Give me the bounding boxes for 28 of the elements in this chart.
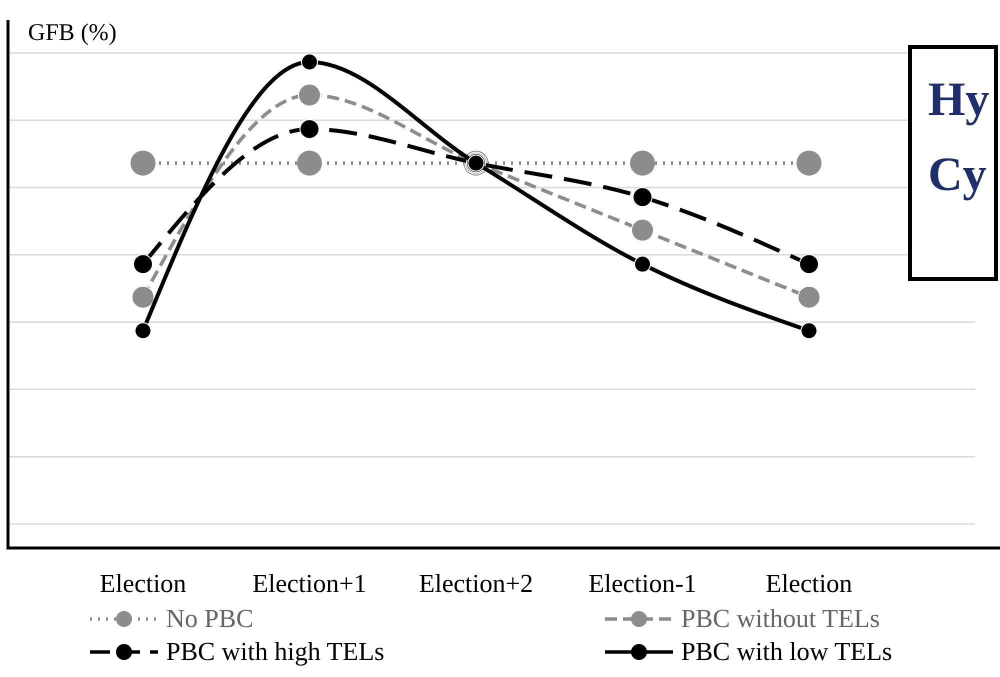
point	[800, 322, 818, 340]
point	[298, 84, 321, 107]
point	[632, 187, 652, 208]
annotation: Hy	[928, 73, 990, 126]
point	[630, 150, 655, 176]
point	[798, 286, 820, 309]
legend-label: PBC with high TELs	[166, 637, 384, 666]
legend-label: PBC without TELs	[681, 604, 880, 633]
point	[799, 254, 819, 274]
x-tick-label: Election	[100, 569, 186, 598]
y-axis-title: GFB (%)	[28, 20, 117, 46]
point	[297, 150, 322, 176]
point	[300, 119, 320, 140]
x-tick-label: Election	[766, 569, 852, 598]
legend-label: No PBC	[166, 604, 254, 633]
point	[796, 150, 822, 176]
point	[301, 54, 318, 70]
point	[133, 254, 153, 274]
point	[134, 322, 152, 340]
point	[132, 286, 154, 309]
x-tick-label: Election-1	[588, 569, 697, 598]
legend-label: PBC with low TELs	[681, 637, 892, 666]
x-tick-label: Election+2	[418, 569, 534, 598]
point	[634, 256, 651, 273]
x-tick-label: Election+1	[252, 569, 367, 598]
annotation: Cy	[928, 148, 987, 201]
point	[631, 218, 654, 242]
point	[130, 150, 156, 176]
